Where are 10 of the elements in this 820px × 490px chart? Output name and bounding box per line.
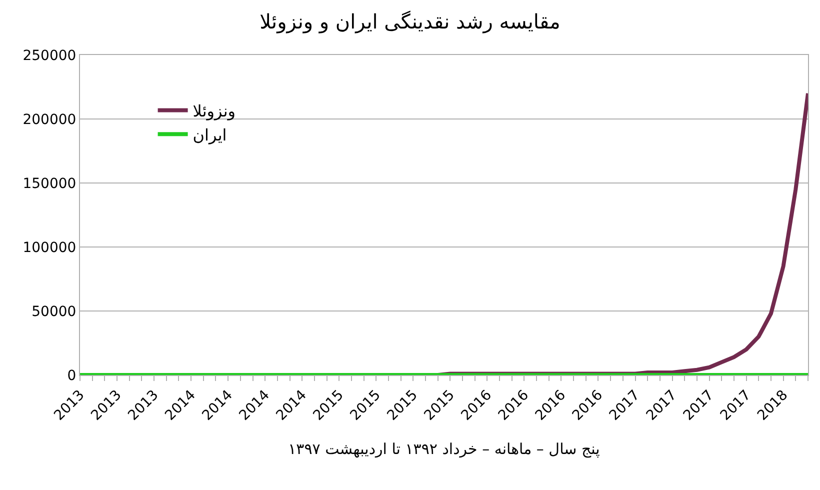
- y-tick-label: 100000: [22, 240, 76, 256]
- y-tick-label: 200000: [22, 112, 76, 128]
- y-tick-label: 50000: [32, 304, 76, 320]
- x-axis-title: پنج سال – ماهانه – خرداد ۱۳۹۲ تا اردیبهشت ۱۳۹۷: [288, 440, 600, 458]
- legend-label: ونزوئلا: [192, 102, 236, 121]
- y-tick-label: 250000: [22, 48, 76, 64]
- y-tick-label: 0: [67, 368, 76, 384]
- chart-title: مقایسه رشد نقدینگی ایران و ونزوئلا: [260, 10, 560, 34]
- legend-label: ایران: [192, 125, 227, 144]
- y-tick-label: 150000: [22, 176, 76, 192]
